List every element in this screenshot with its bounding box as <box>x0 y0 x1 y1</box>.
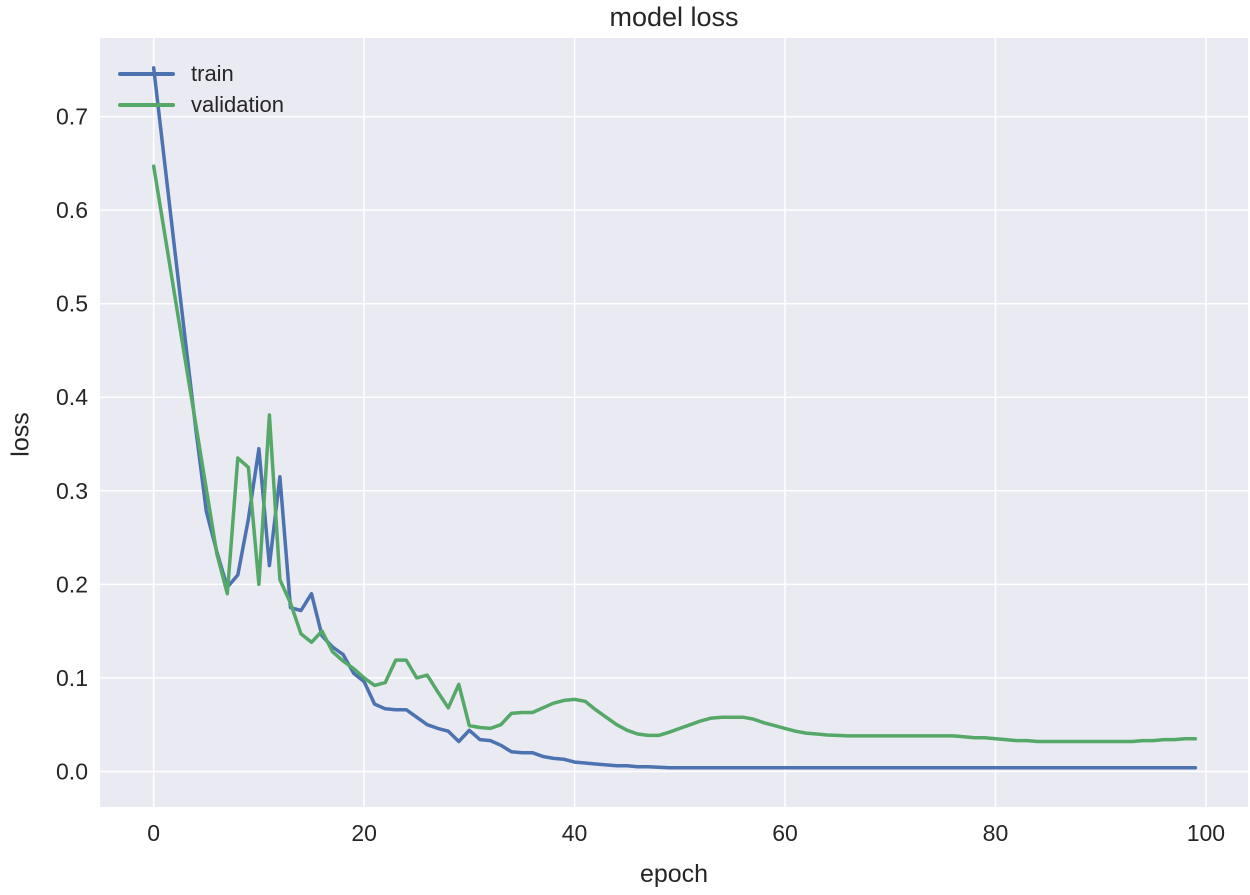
chart-title: model loss <box>609 2 739 32</box>
y-axis-label: loss <box>6 412 35 457</box>
y-tick-label: 0.6 <box>56 197 88 223</box>
train-line-swatch <box>118 71 175 76</box>
y-tick-label: 0.3 <box>56 478 88 504</box>
legend: train validation <box>118 58 284 120</box>
plot-background <box>100 38 1248 807</box>
validation-line <box>151 164 1198 744</box>
validation-line-swatch <box>118 102 175 107</box>
legend-item-validation: validation <box>118 89 284 120</box>
legend-label-validation: validation <box>191 91 284 117</box>
x-axis-label: epoch <box>639 860 709 888</box>
x-tick-label: 20 <box>351 820 377 846</box>
x-tick-label: 40 <box>562 820 588 846</box>
y-tick-label: 0.7 <box>56 104 88 130</box>
y-tick-label: 0.4 <box>56 384 88 410</box>
y-tick-label: 0.5 <box>56 291 88 317</box>
y-tick-label: 0.0 <box>56 758 88 784</box>
legend-label-train: train <box>191 60 234 86</box>
x-tick-label: 100 <box>1187 820 1225 846</box>
y-tick-label: 0.1 <box>56 665 88 691</box>
x-tick-label: 60 <box>772 820 798 846</box>
legend-item-train: train <box>118 58 284 89</box>
x-tick-label: 80 <box>983 820 1009 846</box>
y-tick-label: 0.2 <box>56 571 88 597</box>
x-tick-label: 0 <box>147 820 160 846</box>
